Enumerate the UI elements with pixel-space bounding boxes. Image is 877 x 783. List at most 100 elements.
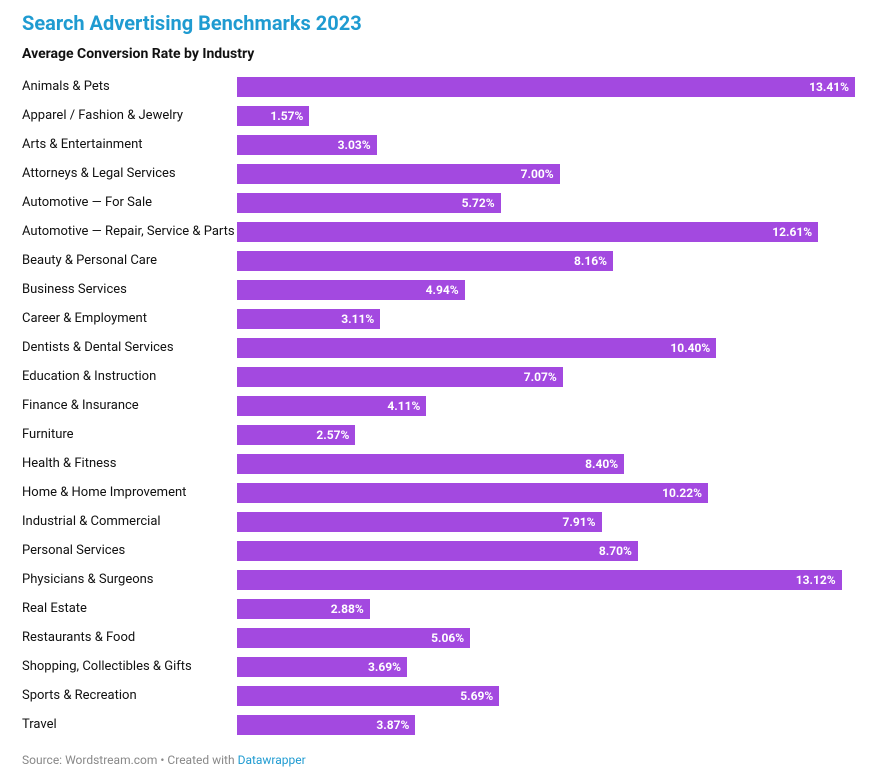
bar-row: Shopping, Collectibles & Gifts3.69%	[22, 652, 855, 681]
bar-row: Education & Instruction 7.07%	[22, 362, 855, 391]
bar-cell: 7.91%	[237, 512, 855, 532]
bar-rows: Animals & Pets 13.41% Apparel / Fashion & …	[22, 72, 855, 739]
footer-datawrapper-link[interactable]: Datawrapper	[238, 753, 306, 767]
value-label: 8.70%	[599, 544, 632, 558]
bar-row: Physicians & Surgeons 13.12%	[22, 565, 855, 594]
bar-cell: 3.87%	[237, 715, 855, 735]
category-label: Sports & Recreation	[22, 688, 237, 703]
value-label: 5.72%	[462, 196, 495, 210]
bar-row: Restaurants & Food 5.06%	[22, 623, 855, 652]
value-label: 5.69%	[460, 689, 493, 703]
category-label: Restaurants & Food	[22, 630, 237, 645]
category-label: Career & Employment	[22, 311, 237, 326]
value-label: 10.40%	[670, 341, 710, 355]
category-label: Apparel / Fashion & Jewelry	[22, 108, 237, 123]
bar-cell: 5.69%	[237, 686, 855, 706]
bar-cell: 2.57%	[237, 425, 855, 445]
bar: 1.57%	[237, 106, 309, 126]
category-label: Business Services	[22, 282, 237, 297]
bar: 2.57%	[237, 425, 355, 445]
bar: 7.91%	[237, 512, 602, 532]
value-label: 3.11%	[341, 312, 374, 326]
value-label: 2.88%	[331, 602, 364, 616]
category-label: Furniture	[22, 427, 237, 442]
bar-row: Travel3.87%	[22, 710, 855, 739]
bar-row: Sports & Recreation 5.69%	[22, 681, 855, 710]
bar-cell: 7.00%	[237, 164, 855, 184]
category-label: Finance & Insurance	[22, 398, 237, 413]
category-label: Personal Services	[22, 543, 237, 558]
chart-footer: Source: Wordstream.com • Created with Da…	[22, 753, 855, 767]
bar-cell: 8.70%	[237, 541, 855, 561]
bar: 12.61%	[237, 222, 818, 242]
value-label: 3.03%	[338, 138, 371, 152]
bar-row: Animals & Pets 13.41%	[22, 72, 855, 101]
category-label: Physicians & Surgeons	[22, 572, 237, 587]
bar-cell: 13.12%	[237, 570, 855, 590]
bar: 3.87%	[237, 715, 415, 735]
bar: 13.12%	[237, 570, 842, 590]
bar-cell: 4.94%	[237, 280, 855, 300]
category-label: Arts & Entertainment	[22, 137, 237, 152]
bar-cell: 8.40%	[237, 454, 855, 474]
bar: 10.40%	[237, 338, 716, 358]
bar-row: Personal Services 8.70%	[22, 536, 855, 565]
bar-cell: 4.11%	[237, 396, 855, 416]
bar-cell: 2.88%	[237, 599, 855, 619]
bar-row: Home & Home Improvement10.22%	[22, 478, 855, 507]
bar-row: Furniture 2.57%	[22, 420, 855, 449]
category-label: Automotive — For Sale	[22, 195, 237, 210]
bar: 7.07%	[237, 367, 563, 387]
value-label: 8.16%	[574, 254, 607, 268]
value-label: 4.11%	[387, 399, 420, 413]
value-label: 8.40%	[585, 457, 618, 471]
value-label: 2.57%	[316, 428, 349, 442]
category-label: Animals & Pets	[22, 79, 237, 94]
bar: 5.72%	[237, 193, 501, 213]
bar-row: Attorneys & Legal Services7.00%	[22, 159, 855, 188]
bar-row: Arts & Entertainment 3.03%	[22, 130, 855, 159]
value-label: 7.91%	[563, 515, 596, 529]
category-label: Automotive — Repair, Service & Parts	[22, 224, 237, 239]
bar-row: Health & Fitness 8.40%	[22, 449, 855, 478]
bar-cell: 8.16%	[237, 251, 855, 271]
category-label: Health & Fitness	[22, 456, 237, 471]
category-label: Home & Home Improvement	[22, 485, 237, 500]
value-label: 5.06%	[431, 631, 464, 645]
bar: 13.41%	[237, 77, 855, 97]
bar: 4.11%	[237, 396, 426, 416]
value-label: 1.57%	[270, 109, 303, 123]
value-label: 13.41%	[809, 80, 849, 94]
value-label: 3.87%	[376, 718, 409, 732]
value-label: 7.00%	[521, 167, 554, 181]
bar-cell: 12.61%	[237, 222, 855, 242]
footer-separator: •	[157, 753, 167, 767]
category-label: Education & Instruction	[22, 369, 237, 384]
bar: 8.70%	[237, 541, 638, 561]
bar: 3.69%	[237, 657, 407, 677]
bar-row: Real Estate2.88%	[22, 594, 855, 623]
bar-row: Beauty & Personal Care 8.16%	[22, 246, 855, 275]
bar-cell: 5.72%	[237, 193, 855, 213]
category-label: Beauty & Personal Care	[22, 253, 237, 268]
chart-title: Search Advertising Benchmarks 2023	[22, 10, 855, 36]
value-label: 7.07%	[524, 370, 557, 384]
value-label: 12.61%	[772, 225, 812, 239]
chart-container: Search Advertising Benchmarks 2023 Avera…	[0, 0, 877, 783]
bar-row: Business Services4.94%	[22, 275, 855, 304]
bar-cell: 10.40%	[237, 338, 855, 358]
bar-row: Industrial & Commercial 7.91%	[22, 507, 855, 536]
bar-cell: 10.22%	[237, 483, 855, 503]
bar: 8.40%	[237, 454, 624, 474]
bar-row: Automotive — For Sale 5.72%	[22, 188, 855, 217]
bar: 7.00%	[237, 164, 560, 184]
bar-row: Apparel / Fashion & Jewelry 1.57%	[22, 101, 855, 130]
category-label: Industrial & Commercial	[22, 514, 237, 529]
value-label: 13.12%	[796, 573, 836, 587]
bar: 5.06%	[237, 628, 470, 648]
bar-cell: 3.11%	[237, 309, 855, 329]
chart-subtitle: Average Conversion Rate by Industry	[22, 46, 855, 62]
bar: 10.22%	[237, 483, 708, 503]
bar: 4.94%	[237, 280, 465, 300]
footer-source: Source: Wordstream.com	[22, 753, 157, 767]
